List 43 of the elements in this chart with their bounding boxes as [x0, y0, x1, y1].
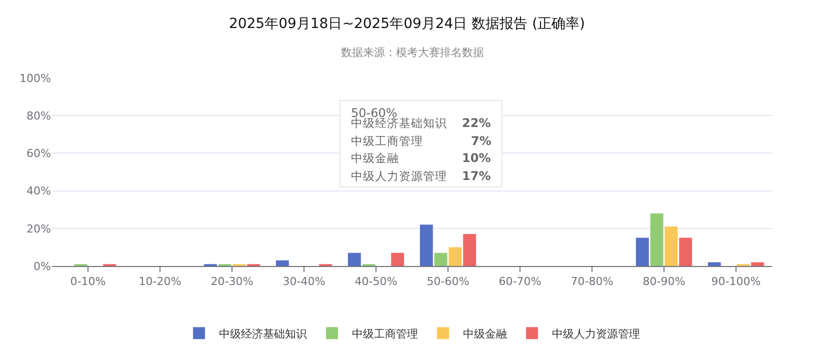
bar	[348, 252, 361, 266]
bar	[679, 238, 692, 266]
bar	[664, 226, 678, 266]
y-tick-label: 0%	[34, 260, 51, 273]
bar	[463, 234, 476, 266]
x-tick-label: 80-90%	[642, 275, 686, 288]
legend-label: 中级金融	[463, 327, 507, 340]
annotation: 中级工商管理	[351, 134, 423, 148]
x-tick-label: 90-100%	[711, 275, 761, 288]
bar	[636, 238, 649, 266]
bar	[276, 260, 289, 266]
x-tick-label: 50-60%	[426, 275, 470, 288]
x-tick-label: 70-80%	[570, 275, 614, 288]
chart-title: 2025年09月18日~2025年09月24日 数据报告 (正确率)	[228, 16, 586, 32]
y-tick-label: 100%	[20, 72, 51, 85]
bar	[751, 262, 764, 266]
annotation: 17%	[462, 169, 491, 183]
x-tick-label: 10-20%	[138, 275, 182, 288]
legend-label: 中级经济基础知识	[219, 327, 307, 340]
bar	[391, 252, 404, 266]
annotation: 10%	[462, 151, 491, 165]
annotation: 中级金融	[351, 151, 399, 165]
annotation: 中级人力资源管理	[351, 169, 447, 183]
y-tick-label: 40%	[26, 184, 51, 198]
x-tick-label: 40-50%	[354, 275, 398, 288]
annotation: 中级经济基础知识	[351, 116, 447, 130]
x-tick-label: 60-70%	[498, 275, 542, 288]
annotation: 7%	[471, 134, 492, 148]
chart-subtitle: 数据来源：模考大赛排名数据	[341, 46, 484, 59]
annotation: 22%	[462, 116, 491, 130]
x-tick-label: 30-40%	[282, 275, 326, 288]
bar	[420, 224, 433, 266]
bar	[434, 252, 448, 266]
y-tick-label: 20%	[26, 222, 51, 236]
bar	[650, 213, 664, 266]
y-tick-label: 80%	[26, 109, 51, 122]
legend-label: 中级人力资源管理	[552, 327, 640, 340]
bar	[448, 247, 462, 266]
legend-label: 中级工商管理	[352, 327, 418, 340]
y-tick-label: 60%	[26, 147, 51, 160]
bar	[708, 262, 721, 266]
x-tick-label: 0-10%	[70, 275, 106, 288]
x-tick-label: 20-30%	[210, 275, 254, 288]
